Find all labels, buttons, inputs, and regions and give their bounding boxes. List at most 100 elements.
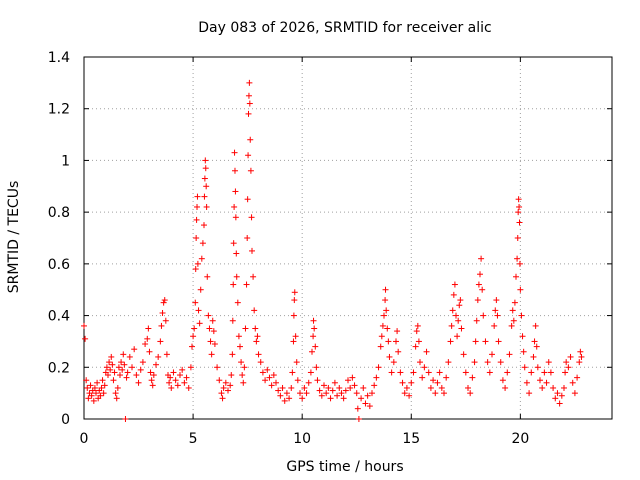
- data-point: [161, 297, 168, 304]
- data-point: [197, 286, 204, 293]
- x-tick-label: 10: [293, 431, 311, 447]
- data-point: [478, 255, 485, 262]
- data-point: [382, 297, 389, 304]
- data-point: [499, 377, 506, 384]
- data-point: [311, 325, 318, 332]
- data-point: [408, 379, 415, 386]
- data-point: [246, 100, 253, 107]
- data-point: [117, 372, 123, 379]
- data-point: [147, 369, 154, 376]
- data-point: [231, 203, 238, 210]
- data-point: [289, 369, 296, 376]
- data-point: [441, 390, 447, 397]
- data-point: [262, 377, 269, 384]
- data-point: [516, 219, 523, 226]
- data-point: [101, 382, 108, 389]
- data-point: [541, 369, 548, 376]
- data-point: [291, 297, 298, 304]
- data-point: [353, 390, 360, 397]
- data-point: [516, 260, 523, 267]
- data-point: [207, 338, 214, 345]
- data-point: [238, 359, 245, 366]
- data-point: [174, 382, 181, 389]
- data-point: [472, 338, 479, 345]
- data-point: [493, 297, 500, 304]
- data-point: [214, 364, 221, 371]
- data-point: [491, 322, 498, 329]
- data-point: [539, 384, 546, 391]
- data-point: [427, 384, 434, 391]
- data-point: [172, 377, 179, 384]
- data-point: [106, 359, 113, 366]
- data-point: [515, 196, 522, 203]
- data-point: [578, 353, 585, 360]
- data-point: [205, 312, 212, 319]
- data-point: [103, 364, 110, 371]
- data-point: [377, 343, 384, 350]
- data-point: [259, 369, 266, 376]
- data-point: [448, 322, 455, 329]
- data-point: [482, 338, 489, 345]
- data-point: [257, 359, 264, 366]
- data-point: [342, 387, 349, 394]
- data-point: [145, 325, 152, 332]
- data-point: [222, 379, 229, 386]
- y-axis-label: SRMTID / TECUs: [6, 181, 22, 294]
- data-point: [502, 384, 509, 391]
- y-tick-label: 1.4: [48, 50, 70, 66]
- data-point: [451, 281, 458, 288]
- data-point: [97, 392, 104, 399]
- data-point: [199, 240, 206, 247]
- data-point: [245, 110, 252, 117]
- data-point: [504, 369, 511, 376]
- data-point: [264, 366, 271, 373]
- data-point: [509, 307, 516, 314]
- y-tick-label: 0.8: [48, 205, 70, 221]
- data-point: [198, 255, 205, 262]
- data-point: [137, 366, 144, 373]
- data-point: [177, 372, 183, 379]
- data-point: [294, 377, 301, 384]
- data-point: [567, 353, 574, 360]
- data-point: [477, 271, 483, 278]
- data-point: [179, 366, 186, 373]
- data-point: [162, 317, 169, 324]
- data-point: [508, 322, 515, 329]
- data-point: [312, 343, 319, 350]
- data-point: [550, 384, 557, 391]
- data-point: [388, 369, 395, 376]
- data-point: [467, 390, 474, 397]
- chart-title: Day 083 of 2026, SRMTID for receiver ali…: [198, 20, 491, 36]
- data-point: [450, 291, 457, 298]
- data-point: [193, 216, 200, 223]
- data-point: [358, 395, 365, 402]
- data-point: [268, 382, 275, 389]
- data-point: [244, 235, 251, 241]
- data-point: [355, 416, 362, 422]
- data-point: [465, 384, 471, 391]
- data-point: [241, 364, 248, 371]
- data-point: [309, 348, 315, 355]
- data-point: [94, 379, 101, 386]
- data-point: [183, 374, 190, 381]
- data-point: [510, 317, 517, 324]
- data-point: [401, 390, 408, 397]
- data-point: [563, 359, 570, 366]
- data-point: [98, 384, 105, 391]
- data-point: [230, 281, 237, 288]
- data-point: [245, 92, 252, 99]
- data-point: [234, 299, 241, 306]
- data-point: [195, 307, 202, 314]
- data-point: [445, 359, 452, 366]
- data-point: [235, 333, 242, 340]
- data-point: [432, 390, 439, 397]
- data-point: [118, 359, 125, 366]
- data-point: [565, 364, 572, 371]
- data-point: [202, 157, 209, 164]
- data-point: [480, 312, 487, 319]
- data-point: [397, 369, 404, 376]
- data-point: [469, 374, 476, 381]
- data-point: [532, 322, 539, 329]
- data-point: [243, 281, 250, 288]
